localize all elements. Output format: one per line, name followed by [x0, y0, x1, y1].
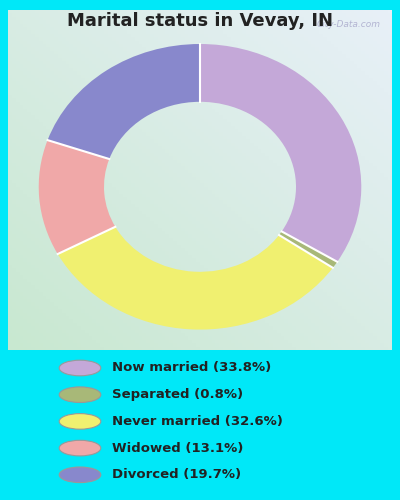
Text: Widowed (13.1%): Widowed (13.1%)	[112, 442, 243, 454]
Text: Marital status in Vevay, IN: Marital status in Vevay, IN	[67, 12, 333, 30]
Wedge shape	[39, 140, 115, 254]
Circle shape	[59, 467, 101, 482]
Circle shape	[59, 387, 101, 402]
Wedge shape	[48, 44, 200, 159]
Text: Now married (33.8%): Now married (33.8%)	[112, 362, 271, 374]
Text: Separated (0.8%): Separated (0.8%)	[112, 388, 243, 401]
Circle shape	[59, 440, 101, 456]
Text: Divorced (19.7%): Divorced (19.7%)	[112, 468, 241, 481]
Circle shape	[59, 360, 101, 376]
Text: Never married (32.6%): Never married (32.6%)	[112, 415, 283, 428]
Wedge shape	[279, 232, 337, 268]
Circle shape	[59, 414, 101, 429]
Text: City-Data.com: City-Data.com	[316, 20, 380, 29]
Wedge shape	[58, 227, 333, 330]
Wedge shape	[200, 44, 361, 262]
